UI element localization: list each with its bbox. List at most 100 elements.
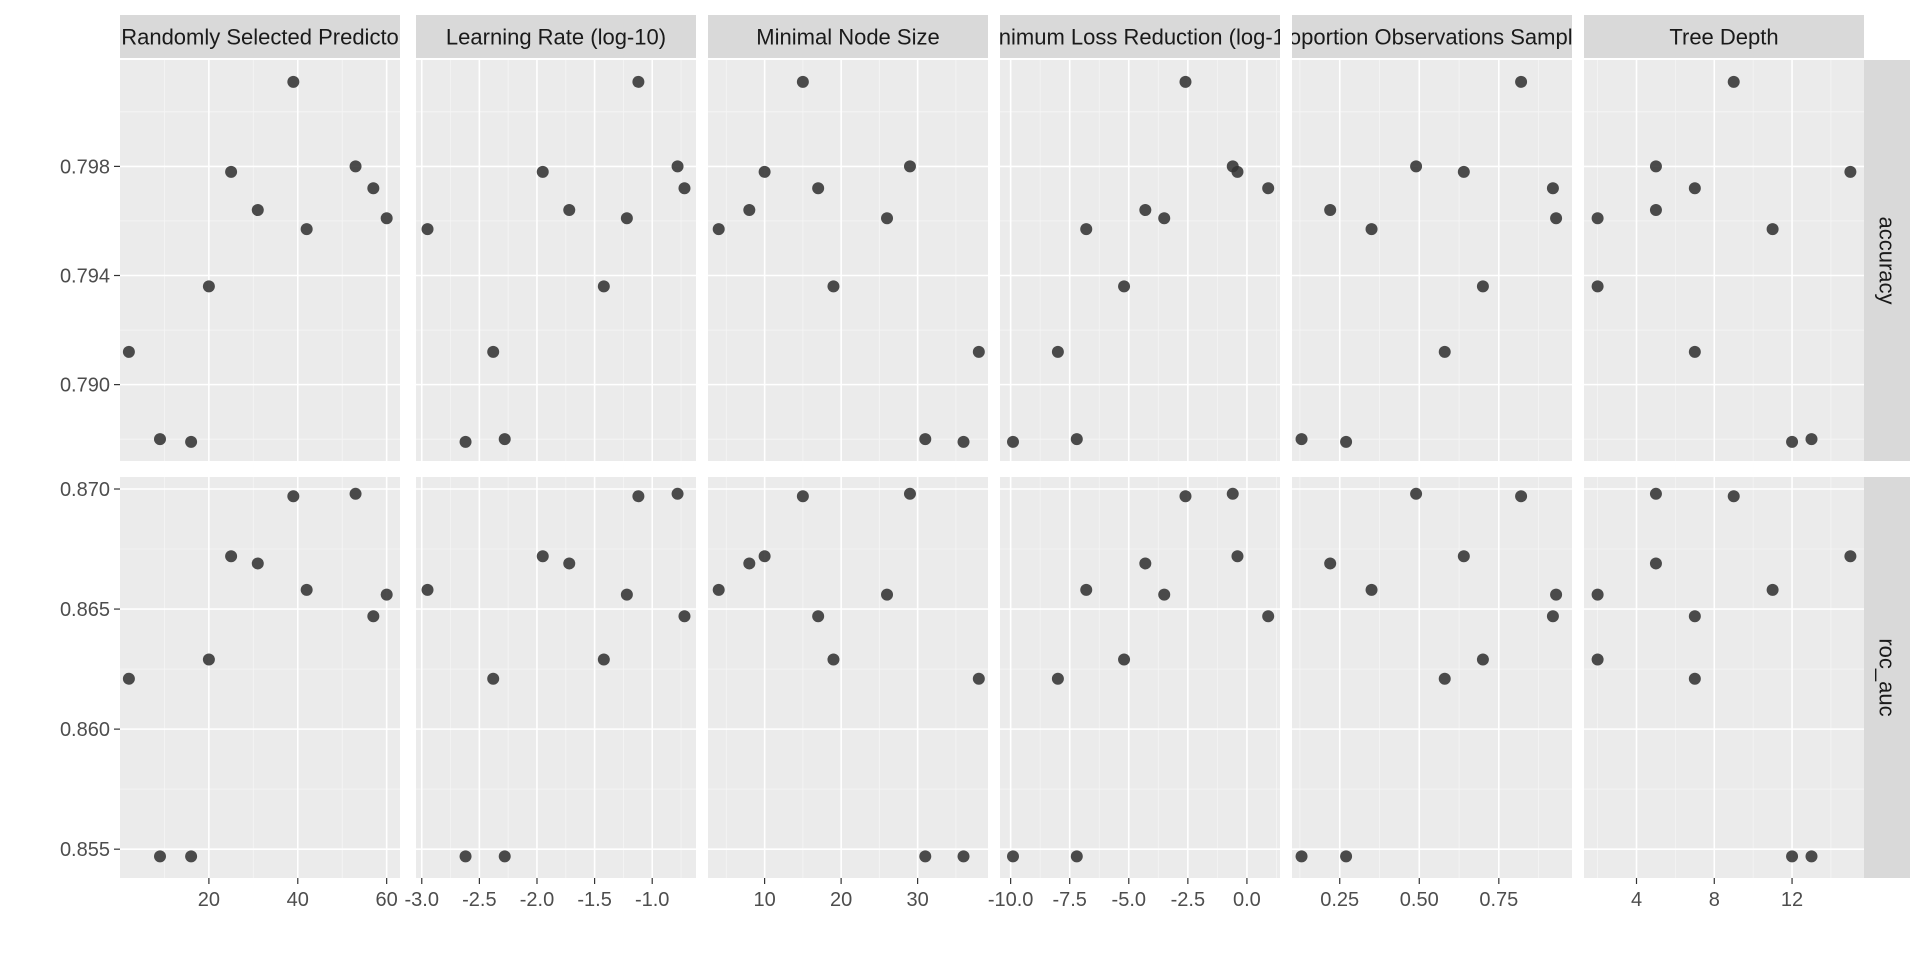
facet-strip-label: # Randomly Selected Predictors: [103, 25, 417, 50]
data-point: [620, 588, 633, 601]
x-tick-label: 40: [287, 889, 309, 911]
data-point: [1139, 204, 1152, 217]
data-point: [251, 557, 264, 570]
x-tick-label: -3.0: [405, 889, 439, 911]
y-tick-label: 0.865: [60, 599, 110, 621]
data-point: [1688, 672, 1701, 685]
data-point: [1515, 75, 1528, 88]
data-point: [1844, 165, 1857, 178]
panel-background: [120, 60, 400, 461]
panel-background: [120, 477, 400, 878]
strip-background: [1864, 60, 1910, 461]
data-point: [349, 160, 362, 173]
y-tick-label: 0.798: [60, 156, 110, 178]
strip-background: [120, 15, 400, 58]
data-point: [487, 345, 500, 358]
data-point: [498, 433, 511, 446]
data-point: [903, 160, 916, 173]
strip-background: [1864, 477, 1910, 878]
panel-1-roc_auc: [416, 477, 696, 878]
data-point: [812, 610, 825, 623]
data-point: [563, 557, 576, 570]
data-point: [421, 223, 434, 236]
data-point: [1546, 610, 1559, 623]
panel-background: [708, 60, 988, 461]
y-tick-label: 0.855: [60, 839, 110, 861]
data-point: [758, 550, 771, 563]
data-point: [1546, 182, 1559, 195]
data-point: [1158, 212, 1171, 225]
y-tick-label: 0.794: [60, 266, 110, 288]
data-point: [1226, 160, 1239, 173]
data-point: [1649, 160, 1662, 173]
y-tick-label: 0.870: [60, 479, 110, 501]
data-point: [185, 435, 198, 448]
panel-1-accuracy: [416, 60, 696, 461]
panel-background: [1584, 60, 1864, 461]
facet-strip-5: Tree Depth: [1584, 15, 1864, 58]
data-point: [1805, 433, 1818, 446]
data-point: [632, 490, 645, 503]
data-point: [1649, 557, 1662, 570]
data-point: [1766, 223, 1779, 236]
panel-background: [1000, 60, 1280, 461]
x-tick-label: 0.50: [1400, 889, 1439, 911]
data-point: [1295, 433, 1308, 446]
data-point: [122, 345, 135, 358]
data-point: [459, 435, 472, 448]
data-point: [1591, 212, 1604, 225]
data-point: [1649, 204, 1662, 217]
panel-3-roc_auc: [1000, 477, 1280, 878]
row-strip-label: accuracy: [1875, 216, 1900, 304]
data-point: [1365, 583, 1378, 596]
data-point: [487, 672, 500, 685]
data-point: [1476, 280, 1489, 293]
data-point: [919, 850, 932, 863]
x-tick-label: 10: [753, 889, 775, 911]
data-point: [827, 653, 840, 666]
data-point: [287, 75, 300, 88]
x-tick-label: -2.5: [462, 889, 496, 911]
data-point: [632, 75, 645, 88]
data-point: [459, 850, 472, 863]
data-point: [1438, 345, 1451, 358]
data-point: [1340, 850, 1353, 863]
data-point: [972, 672, 985, 685]
data-point: [671, 487, 684, 500]
data-point: [367, 610, 380, 623]
data-point: [743, 557, 756, 570]
data-point: [202, 653, 215, 666]
data-point: [380, 588, 393, 601]
data-point: [300, 583, 313, 596]
x-tick-label: 0.75: [1479, 889, 1518, 911]
data-point: [1727, 490, 1740, 503]
x-tick-label: 0.0: [1233, 889, 1261, 911]
data-point: [563, 204, 576, 217]
strip-background: [416, 15, 696, 58]
strip-background: [1292, 15, 1572, 58]
data-point: [1727, 75, 1740, 88]
data-point: [1340, 435, 1353, 448]
x-tick-label: -1.0: [635, 889, 669, 911]
panel-background: [1000, 477, 1280, 878]
data-point: [1118, 653, 1131, 666]
data-point: [1688, 345, 1701, 358]
x-tick-label: 0.25: [1320, 889, 1359, 911]
data-point: [1080, 583, 1093, 596]
data-point: [122, 672, 135, 685]
facet-strip-1: Learning Rate (log-10): [416, 15, 696, 58]
panel-2-roc_auc: [708, 477, 988, 878]
data-point: [1438, 672, 1451, 685]
y-tick-label: 0.860: [60, 719, 110, 741]
data-point: [202, 280, 215, 293]
strip-background: [1000, 15, 1280, 58]
data-point: [919, 433, 932, 446]
data-point: [678, 610, 691, 623]
data-point: [1591, 653, 1604, 666]
data-point: [597, 653, 610, 666]
data-point: [620, 212, 633, 225]
data-point: [1786, 850, 1799, 863]
data-point: [1591, 280, 1604, 293]
panel-5-accuracy: [1584, 60, 1864, 461]
data-point: [1591, 588, 1604, 601]
